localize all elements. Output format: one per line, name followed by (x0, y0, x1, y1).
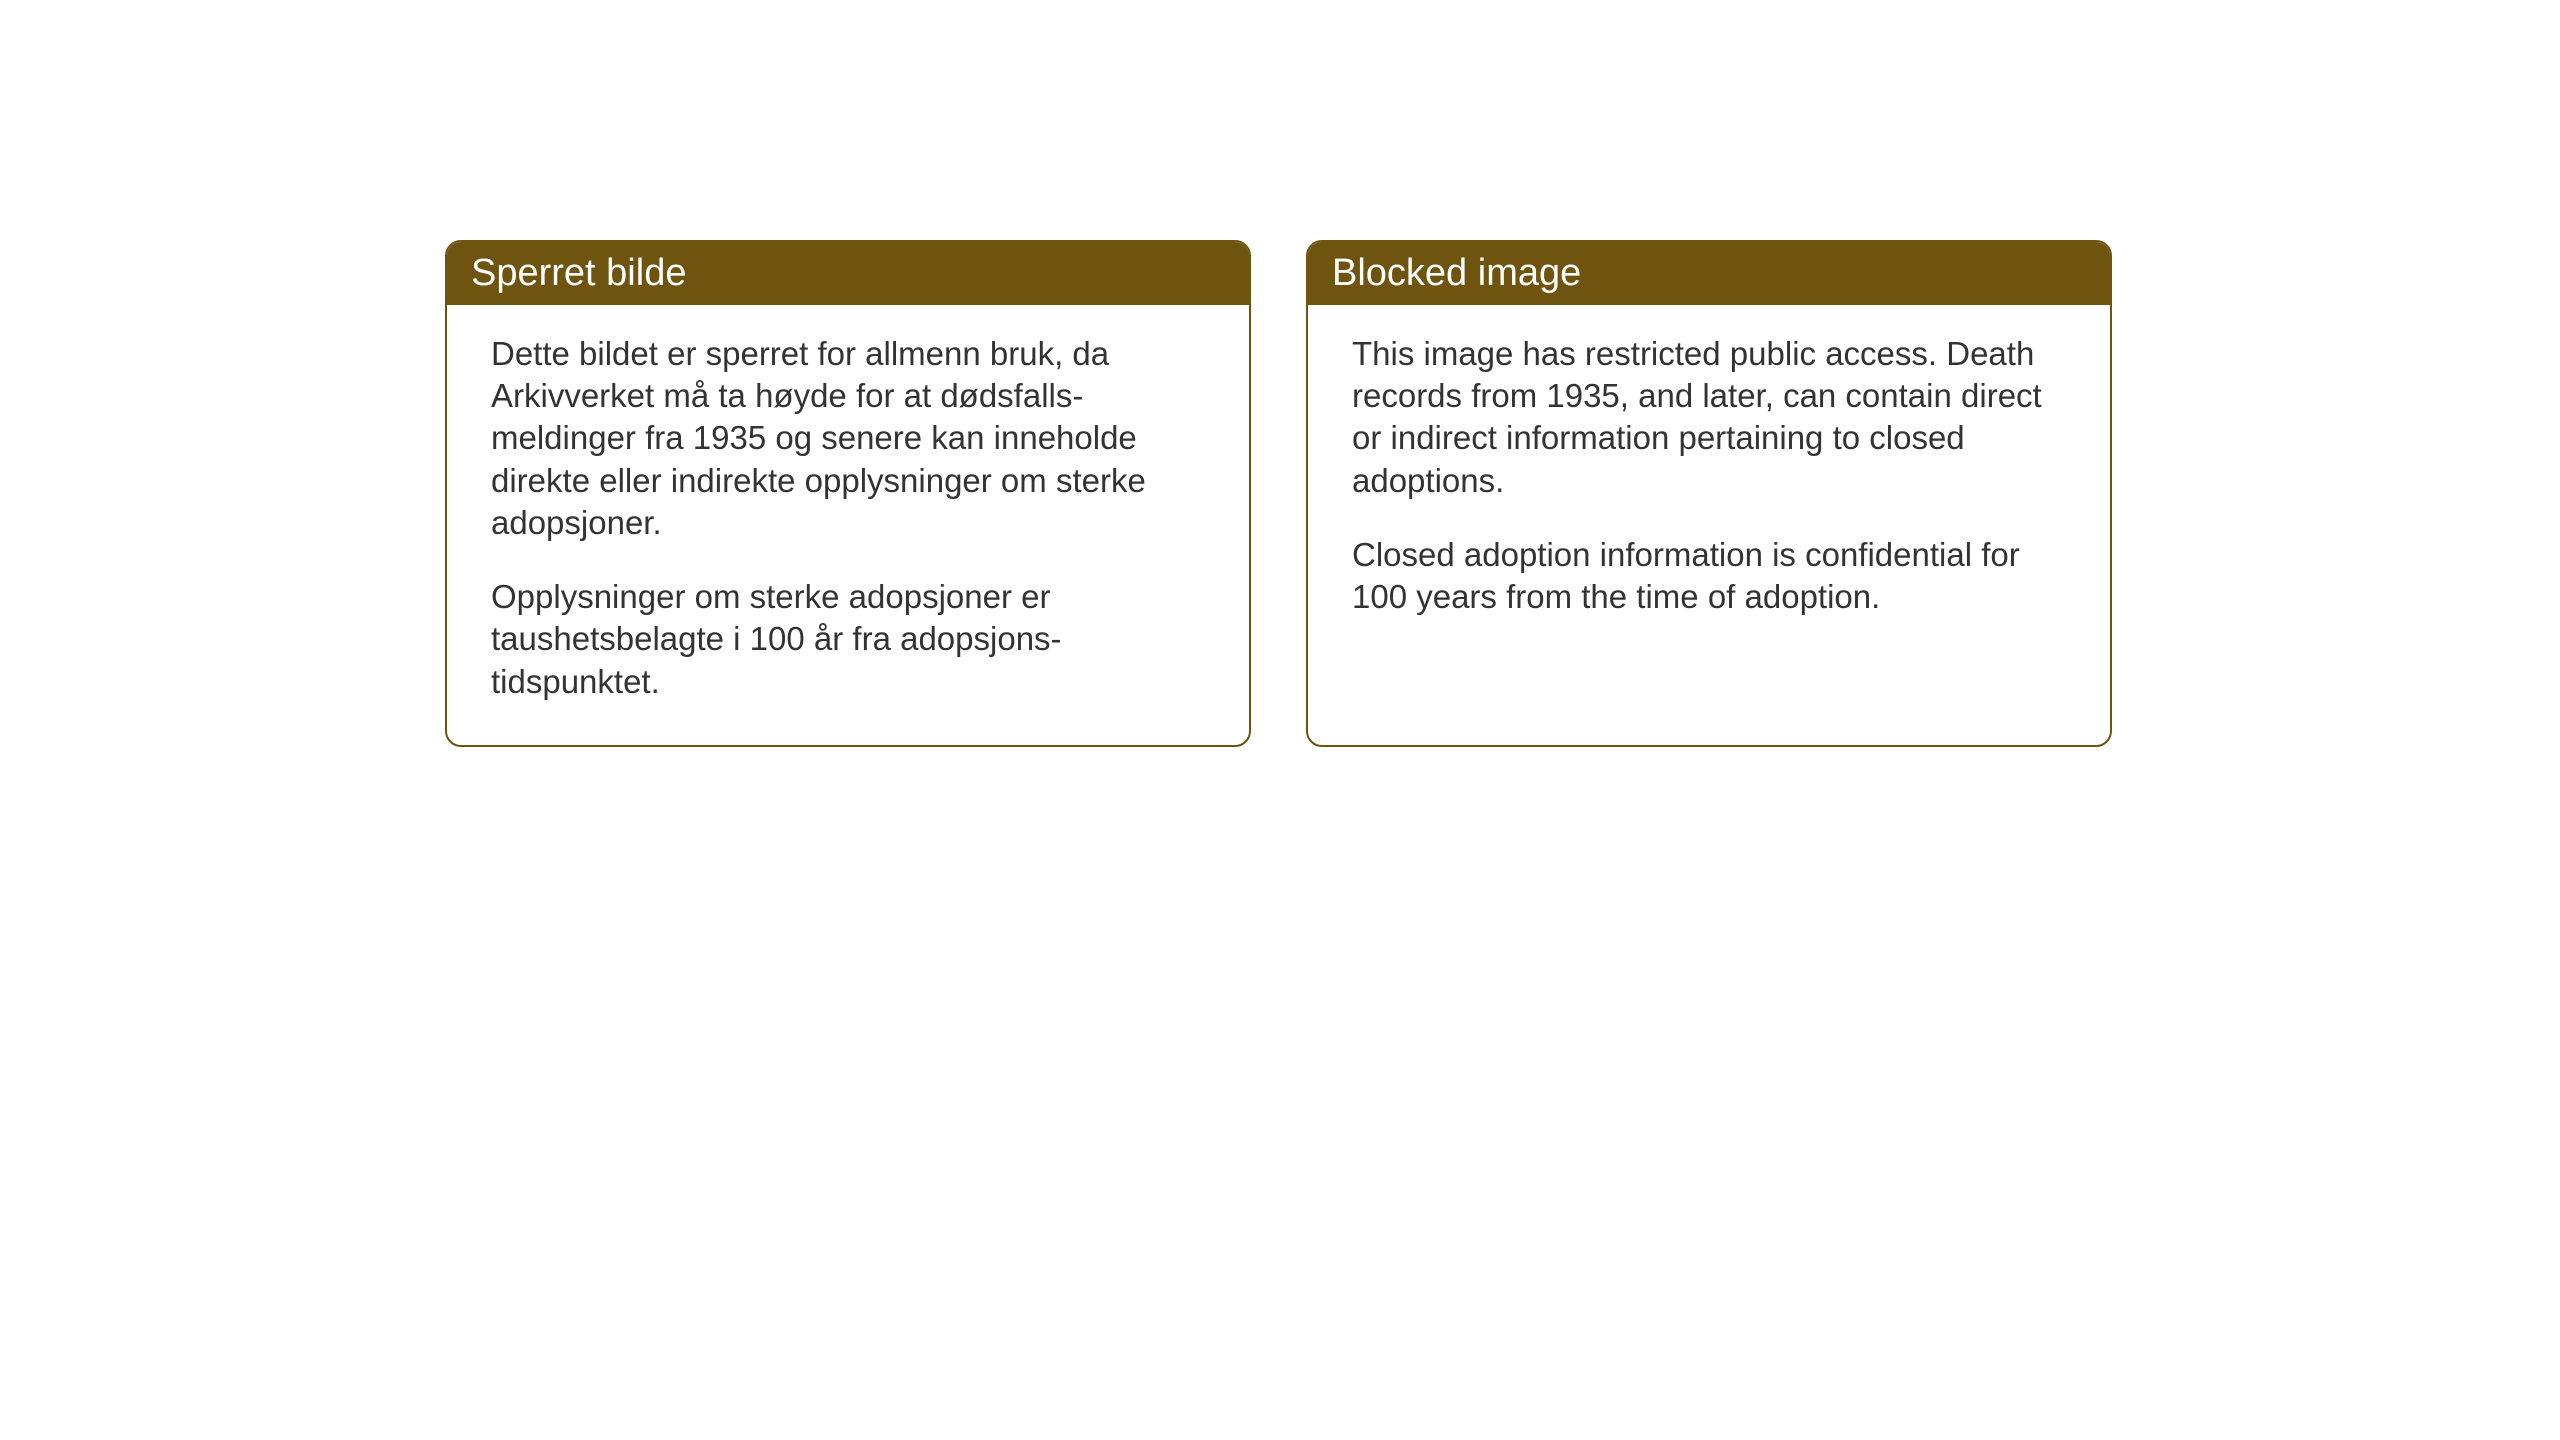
english-paragraph-2: Closed adoption information is confident… (1352, 534, 2066, 618)
norwegian-notice-card: Sperret bilde Dette bildet er sperret fo… (445, 240, 1251, 747)
norwegian-card-title: Sperret bilde (447, 242, 1249, 305)
english-paragraph-1: This image has restricted public access.… (1352, 333, 2066, 502)
norwegian-paragraph-1: Dette bildet er sperret for allmenn bruk… (491, 333, 1205, 544)
english-notice-card: Blocked image This image has restricted … (1306, 240, 2112, 747)
english-card-title: Blocked image (1308, 242, 2110, 305)
norwegian-paragraph-2: Opplysninger om sterke adopsjoner er tau… (491, 576, 1205, 703)
english-card-body: This image has restricted public access.… (1308, 305, 2110, 745)
norwegian-card-body: Dette bildet er sperret for allmenn bruk… (447, 305, 1249, 745)
notice-container: Sperret bilde Dette bildet er sperret fo… (445, 240, 2112, 747)
